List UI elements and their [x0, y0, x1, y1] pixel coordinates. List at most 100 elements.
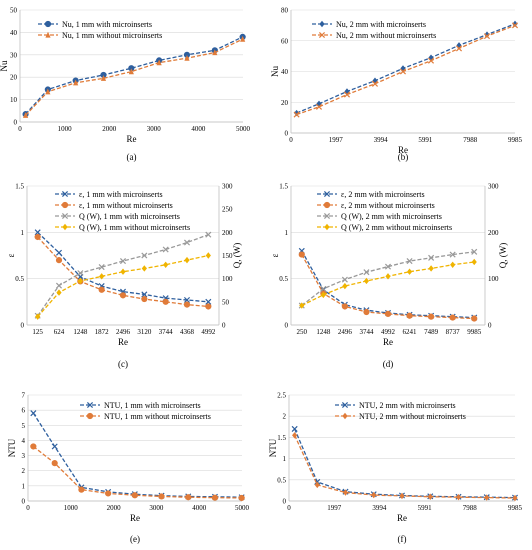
legend-marker — [342, 412, 348, 420]
panel-label: (d) — [383, 359, 394, 369]
data-point — [406, 258, 413, 265]
data-point — [22, 112, 29, 118]
x-tick-label: 3000 — [147, 125, 162, 133]
data-point — [45, 88, 51, 95]
x-tick-label: 0 — [287, 504, 291, 512]
data-point — [471, 248, 478, 255]
series-line — [32, 412, 242, 498]
x-tick-label: 4000 — [192, 504, 207, 512]
x-tick-label: 1248 — [73, 328, 88, 336]
legend-marker — [324, 223, 330, 231]
data-point — [184, 54, 190, 61]
x-tick-label: 250 — [297, 328, 308, 336]
data-point — [100, 75, 107, 81]
series-1 — [298, 247, 478, 321]
series-line — [294, 428, 516, 499]
x-tick-label: 0 — [26, 504, 30, 512]
y-axis-label: Nu — [0, 60, 9, 71]
x-tick-label: 2000 — [107, 504, 122, 512]
data-point — [320, 285, 327, 292]
legend-entry: ε, 1 mm without microinserts — [79, 201, 173, 210]
legend-entry: Nu, 1 mm without microinserts — [62, 31, 162, 40]
y-tick-label: 4 — [22, 437, 26, 445]
legend-marker — [86, 412, 94, 420]
data-point — [162, 246, 169, 253]
data-point — [211, 494, 219, 501]
data-point — [291, 425, 298, 432]
series-line — [37, 231, 209, 303]
y-tick-label: 1.5 — [15, 183, 24, 191]
data-point — [183, 301, 191, 308]
data-point — [35, 313, 41, 320]
panel-label: (f) — [398, 534, 407, 544]
data-point — [55, 257, 63, 264]
data-point — [399, 492, 405, 500]
y-tick-label: 30 — [10, 51, 18, 59]
data-point — [205, 252, 211, 259]
data-point — [341, 303, 348, 310]
data-point — [240, 35, 246, 42]
y-tick-label: 1 — [285, 229, 289, 237]
data-point — [455, 493, 462, 501]
y-tick-label: 50 — [10, 7, 18, 15]
data-point — [371, 80, 379, 87]
data-point — [205, 231, 212, 238]
data-point — [183, 296, 191, 304]
legend-entry: Nu, 2 mm with microinserts — [336, 20, 426, 29]
y-tick-label: 0.5 — [277, 476, 286, 484]
data-point — [77, 277, 83, 285]
legend-marker — [341, 401, 349, 409]
x-tick-label: 9985 — [508, 136, 523, 144]
x-axis-label: Re — [127, 134, 137, 144]
chart-b: 0 20 40 60 80 0 1997 3994 5991 7988 9985 Re Nu (b) Nu,… — [270, 7, 523, 163]
y-tick-label: 20 — [281, 99, 289, 107]
data-point — [238, 494, 245, 502]
legend: ε, 2 mm with microinserts ε, 2 mm without… — [317, 190, 452, 232]
data-point — [384, 310, 392, 317]
series-2 — [30, 443, 245, 502]
data-point — [78, 486, 85, 493]
data-point — [471, 315, 478, 322]
y-tick-label: 2 — [22, 467, 26, 475]
legend: NTU, 2 mm with microinserts NTU, 2 mm wit… — [335, 401, 466, 421]
y-tick-label: 0 — [285, 322, 289, 330]
x-tick-label: 4992 — [201, 328, 216, 336]
y-tick-label: 3 — [22, 452, 26, 460]
legend-marker — [45, 31, 51, 38]
y2-tick-label: 300 — [488, 183, 499, 191]
data-point — [51, 443, 58, 450]
data-point — [205, 303, 212, 310]
legend-entry: ε, 2 mm with microinserts — [341, 190, 425, 199]
data-point — [183, 239, 191, 246]
y-tick-label: 1 — [21, 229, 25, 237]
y-axis-label: ε — [270, 253, 280, 257]
data-point — [384, 263, 392, 270]
data-point — [449, 251, 456, 258]
x-axis-label: Re — [397, 513, 407, 523]
y-tick-label: 7 — [22, 392, 26, 400]
y2-tick-label: 0 — [488, 322, 492, 330]
data-point — [428, 313, 435, 320]
y-tick-label: 6 — [22, 407, 26, 415]
data-point — [128, 68, 134, 75]
data-point — [342, 282, 348, 290]
chart-f: 0 0.5 1 1.5 2 2.5 0 1997 3994 5991 7988 9985 Re NTU (f… — [268, 392, 523, 545]
y-tick-label: 0 — [283, 498, 287, 506]
legend-entry: Nu, 2 mm without microinserts — [336, 31, 436, 40]
data-point — [185, 494, 192, 501]
data-point — [343, 91, 351, 98]
data-point — [184, 256, 190, 264]
x-axis-label: Re — [130, 513, 140, 523]
series-line — [294, 435, 516, 499]
legend: ε, 1 mm with microinserts ε, 1 mm without… — [55, 190, 190, 232]
legend-marker — [318, 31, 326, 39]
data-point — [99, 273, 105, 280]
y2-axis-label: Q, (W) — [498, 243, 508, 269]
data-point — [141, 252, 148, 259]
data-point — [34, 229, 41, 236]
x-axis-label: Re — [398, 145, 408, 155]
series-line — [25, 36, 243, 115]
x-tick-label: 1872 — [95, 328, 110, 336]
series-line — [301, 261, 475, 307]
data-point — [205, 298, 212, 305]
